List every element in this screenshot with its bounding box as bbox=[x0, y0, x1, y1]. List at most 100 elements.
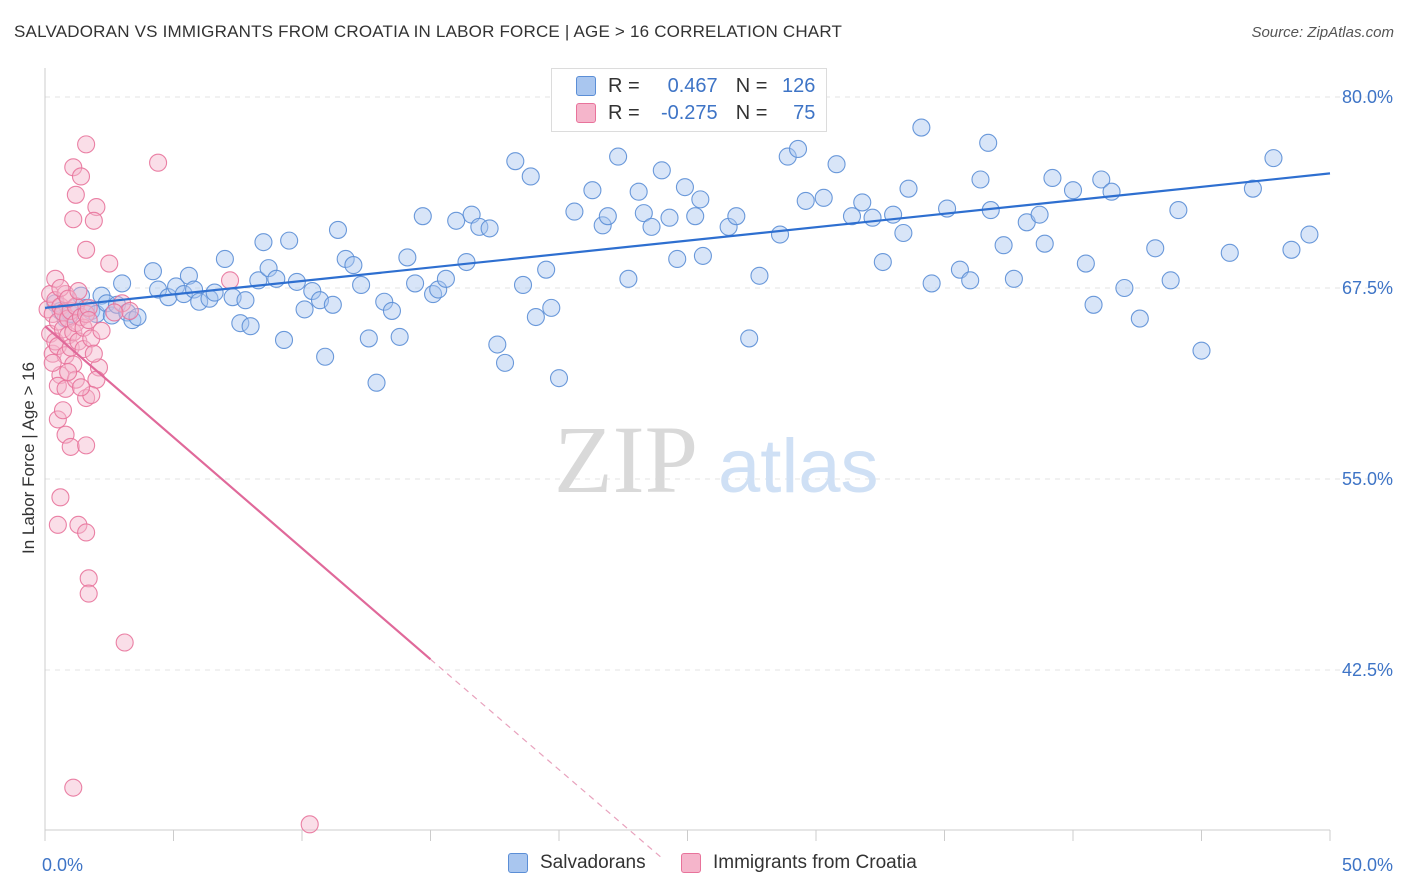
grid-lines bbox=[45, 96, 1392, 671]
legend-swatch-pink bbox=[576, 103, 596, 123]
point-croatia bbox=[64, 778, 83, 797]
y-tick-label: 67.5% bbox=[1342, 278, 1393, 298]
point-salvadoran bbox=[236, 291, 255, 310]
point-salvadoran bbox=[593, 216, 612, 235]
point-salvadoran bbox=[352, 275, 371, 294]
point-salvadoran bbox=[1130, 309, 1149, 328]
point-croatia bbox=[48, 515, 67, 534]
point-croatia bbox=[79, 584, 98, 603]
point-salvadoran bbox=[842, 207, 862, 226]
point-salvadoran bbox=[205, 283, 224, 302]
point-salvadoran bbox=[526, 307, 545, 327]
point-croatia bbox=[77, 388, 96, 408]
legend-r-value: 0.467 bbox=[667, 74, 718, 97]
point-salvadoran bbox=[619, 269, 638, 288]
point-salvadoran bbox=[740, 329, 759, 348]
point-salvadoran bbox=[565, 202, 584, 221]
point-croatia bbox=[87, 370, 106, 389]
legend-n-label: N = bbox=[735, 74, 768, 97]
y-axis-label: In Labor Force | Age > 16 bbox=[19, 362, 38, 554]
point-salvadoran bbox=[1035, 234, 1054, 253]
point-salvadoran bbox=[143, 262, 162, 281]
point-croatia bbox=[100, 254, 119, 273]
point-croatia bbox=[77, 523, 96, 542]
point-salvadoran bbox=[436, 269, 455, 288]
point-salvadoran bbox=[1243, 179, 1262, 198]
point-salvadoran bbox=[521, 167, 540, 186]
point-croatia bbox=[220, 271, 240, 290]
legend-swatch-pink bbox=[681, 853, 701, 873]
point-croatia bbox=[84, 344, 103, 363]
point-croatia bbox=[69, 282, 88, 301]
point-salvadoran bbox=[598, 207, 617, 226]
point-salvadoran bbox=[480, 219, 499, 238]
point-salvadoran bbox=[280, 231, 299, 250]
point-salvadoran bbox=[727, 207, 746, 226]
point-salvadoran bbox=[827, 155, 846, 174]
point-salvadoran bbox=[1169, 201, 1188, 220]
point-croatia bbox=[92, 321, 111, 340]
point-salvadoran bbox=[634, 204, 653, 223]
legend-swatch-blue bbox=[576, 76, 596, 96]
point-croatia bbox=[64, 210, 83, 229]
point-salvadoran bbox=[367, 373, 386, 392]
point-salvadoran bbox=[113, 274, 132, 293]
point-salvadoran bbox=[328, 220, 348, 239]
point-croatia bbox=[120, 301, 139, 320]
point-salvadoran bbox=[344, 256, 363, 275]
legend-n-label: N = bbox=[735, 101, 768, 124]
legend-label-croatia: Immigrants from Croatia bbox=[713, 852, 917, 873]
point-salvadoran bbox=[961, 271, 980, 290]
point-croatia bbox=[71, 378, 91, 397]
point-salvadoran bbox=[537, 260, 556, 279]
x-tick-label: 50.0% bbox=[1342, 855, 1393, 875]
point-salvadoran bbox=[274, 330, 294, 350]
legend-n-value: 126 bbox=[782, 74, 816, 97]
point-salvadoran bbox=[788, 139, 808, 159]
point-croatia bbox=[300, 815, 319, 834]
point-salvadoran bbox=[642, 217, 661, 236]
point-croatia bbox=[51, 488, 70, 507]
point-salvadoran bbox=[506, 152, 525, 171]
watermark: ZIP atlas bbox=[554, 406, 879, 513]
point-croatia bbox=[59, 362, 78, 382]
point-salvadoran bbox=[149, 280, 168, 299]
bottom-legend-salvadorans[interactable]: Salvadorans bbox=[508, 852, 646, 874]
trend-line-croatia bbox=[44, 325, 432, 661]
point-salvadoran bbox=[1043, 168, 1062, 188]
point-salvadoran bbox=[413, 207, 432, 226]
point-salvadoran bbox=[447, 211, 466, 230]
point-croatia bbox=[59, 289, 78, 308]
trend-line-salvadorans bbox=[44, 172, 1331, 309]
point-salvadoran bbox=[1092, 170, 1111, 189]
point-salvadoran bbox=[495, 353, 515, 372]
axes bbox=[44, 68, 1331, 841]
bottom-legend-croatia[interactable]: Immigrants from Croatia bbox=[681, 852, 917, 874]
legend-label-salvadorans: Salvadorans bbox=[540, 852, 646, 873]
point-salvadoran bbox=[406, 274, 425, 293]
point-croatia bbox=[105, 303, 124, 322]
point-salvadoran bbox=[1264, 149, 1283, 168]
point-salvadoran bbox=[668, 249, 687, 269]
point-salvadoran bbox=[675, 178, 694, 197]
point-salvadoran bbox=[1282, 240, 1301, 259]
tick-labels: 42.5% 55.0% 67.5% 80.0% 0.0% 50.0% bbox=[42, 87, 1393, 875]
legend-r-label: R = bbox=[608, 101, 640, 124]
point-croatia bbox=[115, 633, 134, 652]
legend-row-croatia: R = -0.275 N = 75 bbox=[576, 100, 815, 126]
point-salvadoran bbox=[457, 252, 476, 272]
point-salvadoran bbox=[1161, 271, 1180, 290]
legend-n-value: 75 bbox=[793, 101, 816, 124]
point-croatia bbox=[79, 569, 98, 588]
point-croatia bbox=[66, 185, 85, 204]
point-salvadoran bbox=[583, 181, 602, 200]
point-salvadoran bbox=[398, 248, 417, 267]
point-salvadoran bbox=[652, 161, 671, 180]
point-salvadoran bbox=[323, 295, 342, 314]
point-salvadoran bbox=[1004, 269, 1023, 288]
point-croatia bbox=[48, 410, 67, 429]
watermark-atlas: atlas bbox=[718, 424, 879, 509]
bottom-legend: Salvadorans Immigrants from Croatia bbox=[0, 852, 1406, 876]
point-salvadoran bbox=[1220, 243, 1239, 262]
point-croatia bbox=[87, 197, 106, 217]
